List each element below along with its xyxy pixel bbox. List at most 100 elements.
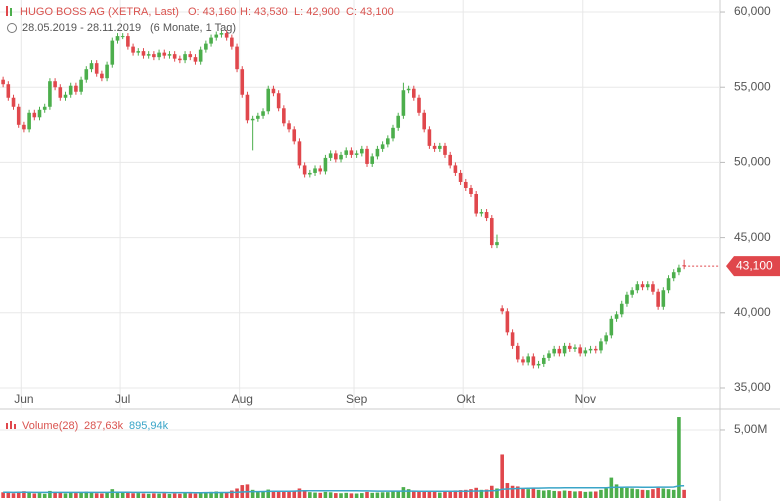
volume-bar bbox=[422, 490, 427, 498]
candle-body bbox=[521, 359, 525, 363]
candle-body bbox=[53, 81, 57, 88]
candle-body bbox=[484, 212, 489, 219]
volume-average-line bbox=[3, 485, 685, 494]
volume-bar bbox=[53, 491, 57, 498]
candle-body bbox=[406, 88, 411, 91]
candle-body bbox=[271, 88, 276, 94]
interval: (6 Monate, 1 Tag) bbox=[150, 22, 236, 34]
volume-bar bbox=[302, 490, 307, 498]
volume-bar bbox=[126, 492, 130, 498]
volume-bar bbox=[588, 491, 593, 498]
volume-bar bbox=[552, 490, 556, 498]
volume-bar bbox=[74, 493, 78, 498]
volume-bar bbox=[162, 493, 167, 498]
volume-bar bbox=[292, 490, 297, 498]
candle-body bbox=[635, 284, 640, 291]
volume-bar bbox=[625, 487, 629, 498]
volume-bar bbox=[141, 493, 146, 498]
volume-bar bbox=[661, 488, 666, 498]
legend-current: 287,63k bbox=[84, 420, 124, 432]
x-tick-label: Okt bbox=[456, 392, 475, 406]
candle-body bbox=[250, 118, 255, 121]
candle-body bbox=[391, 127, 395, 139]
candle-body bbox=[427, 129, 432, 146]
volume-bar bbox=[172, 493, 177, 498]
volume-bar bbox=[209, 491, 213, 498]
volume-bar bbox=[682, 489, 686, 498]
volume-bar bbox=[256, 491, 260, 498]
y-tick-label: 50,000 bbox=[734, 155, 771, 169]
candle-body bbox=[412, 88, 416, 98]
icon bbox=[6, 6, 8, 16]
candle-body bbox=[37, 109, 42, 118]
volume-bar bbox=[276, 491, 281, 498]
volume-bar bbox=[656, 487, 660, 498]
volume-bar bbox=[396, 490, 401, 498]
candle-body bbox=[261, 111, 265, 116]
volume-bar bbox=[505, 483, 510, 498]
volume-bar bbox=[193, 493, 198, 498]
ohlc: H: 43,530 bbox=[240, 6, 288, 18]
volume-bar bbox=[105, 492, 109, 498]
candle-body bbox=[230, 37, 234, 47]
candle-body bbox=[16, 106, 21, 125]
y-tick-label: 35,000 bbox=[734, 380, 771, 394]
x-tick-label: Jun bbox=[14, 392, 33, 406]
candle-body bbox=[302, 165, 307, 175]
volume-bar bbox=[16, 491, 21, 498]
volume-bar bbox=[463, 489, 468, 498]
volume-bar bbox=[79, 492, 83, 498]
candle-body bbox=[578, 347, 582, 354]
volume-bar bbox=[11, 493, 16, 498]
candle-body bbox=[204, 43, 208, 50]
candle-body bbox=[136, 51, 141, 53]
icon bbox=[10, 8, 12, 16]
candle-body bbox=[219, 33, 224, 35]
candle-body bbox=[110, 40, 115, 65]
volume-bar bbox=[536, 489, 541, 498]
candle-body bbox=[619, 303, 624, 315]
candle-body bbox=[666, 278, 671, 291]
volume-bar bbox=[136, 493, 141, 498]
candle-body bbox=[640, 284, 645, 288]
volume-bar bbox=[651, 489, 655, 498]
y-tick-label: 40,000 bbox=[734, 305, 771, 319]
candle-body bbox=[193, 57, 198, 62]
volume-bar bbox=[386, 492, 390, 498]
volume-bar bbox=[6, 492, 11, 498]
candle-body bbox=[94, 63, 99, 74]
candle-body bbox=[536, 363, 541, 366]
candle-body bbox=[437, 145, 442, 149]
volume-bar bbox=[308, 492, 312, 498]
candle-body bbox=[141, 51, 146, 56]
candle-body bbox=[100, 73, 104, 79]
volume-bar bbox=[334, 493, 338, 498]
candle-body bbox=[526, 356, 530, 363]
icon bbox=[6, 423, 8, 429]
candle-body bbox=[541, 357, 546, 364]
volume-bar bbox=[365, 491, 369, 498]
volume-bar bbox=[94, 493, 99, 498]
volume-bar bbox=[469, 489, 473, 498]
candle-body bbox=[120, 36, 125, 38]
volume-bar bbox=[437, 492, 442, 498]
volume-bar bbox=[297, 488, 302, 498]
volume-bar bbox=[183, 493, 187, 498]
volume-bar bbox=[479, 489, 484, 498]
candle-body bbox=[276, 93, 281, 109]
candle-body bbox=[552, 348, 556, 354]
candle-body bbox=[126, 36, 130, 47]
volume-bar bbox=[167, 493, 172, 498]
candle-body bbox=[167, 54, 172, 56]
volume-bar bbox=[401, 487, 406, 498]
candle-body bbox=[89, 63, 94, 70]
volume-bar bbox=[406, 489, 411, 498]
volume-bar bbox=[115, 491, 120, 498]
volume-bar bbox=[58, 492, 63, 498]
instrument-title: HUGO BOSS AG (XETRA, Last) bbox=[20, 6, 179, 18]
volume-bar bbox=[68, 492, 73, 498]
candle-body bbox=[339, 154, 343, 160]
candle-body bbox=[604, 335, 608, 342]
volume-bar bbox=[48, 490, 52, 498]
